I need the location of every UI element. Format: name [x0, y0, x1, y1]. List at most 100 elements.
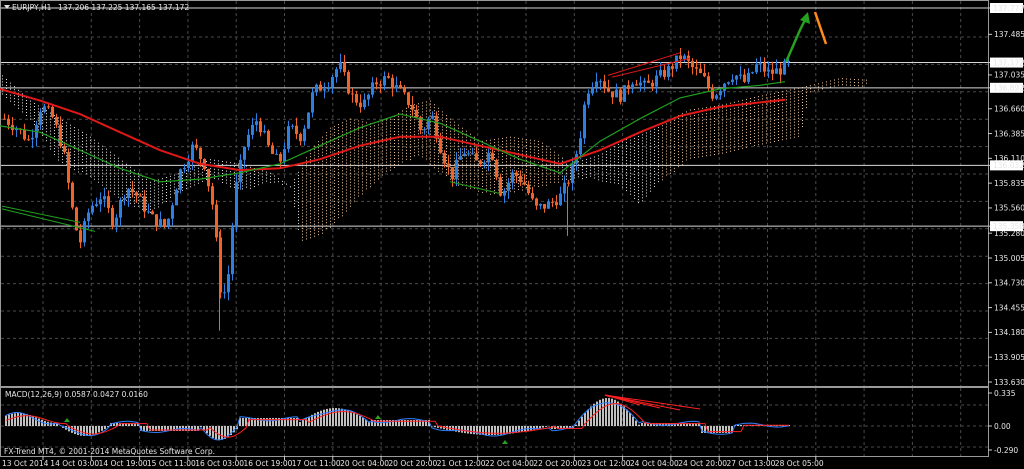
cloud-dot: [466, 181, 467, 183]
cloud-dot: [554, 151, 555, 153]
cloud-dot: [790, 98, 791, 100]
cloud-dot: [626, 172, 627, 174]
cloud-dot: [338, 187, 339, 189]
cloud-dot: [74, 163, 75, 165]
cloud-dot: [714, 106, 715, 107]
cloud-dot: [74, 166, 75, 168]
cloud-dot: [98, 154, 99, 156]
cloud-dot: [2, 78, 3, 80]
cloud-dot: [358, 150, 359, 152]
cloud-dot: [318, 162, 319, 164]
cloud-dot: [662, 137, 663, 139]
cloud-dot: [366, 122, 367, 124]
cloud-dot: [306, 178, 307, 180]
cloud-dot: [710, 124, 711, 126]
cloud-dot: [78, 168, 79, 170]
cloud-dot: [298, 219, 299, 221]
cloud-dot: [478, 154, 479, 156]
macd-panel[interactable]: [0, 387, 989, 457]
cloud-dot: [10, 88, 11, 90]
cloud-dot: [694, 109, 695, 110]
cloud-dot: [698, 123, 699, 125]
price-label-box: [990, 160, 1023, 171]
cloud-dot: [134, 169, 135, 171]
cloud-dot: [318, 210, 319, 212]
cloud-dot: [666, 141, 667, 143]
cloud-dot: [370, 177, 371, 179]
cloud-dot: [690, 157, 691, 159]
cloud-dot: [410, 108, 411, 110]
cloud-dot: [382, 159, 383, 161]
cloud-dot: [106, 166, 107, 168]
cloud-dot: [498, 162, 499, 164]
cloud-dot: [58, 120, 59, 122]
cloud-dot: [350, 199, 351, 201]
cloud-dot: [390, 166, 391, 168]
cloud-dot: [706, 140, 707, 142]
cloud-dot: [674, 152, 675, 154]
cloud-dot: [342, 137, 343, 139]
cloud-dot: [326, 198, 327, 200]
cloud-dot: [766, 106, 767, 108]
cloud-dot: [706, 146, 707, 148]
cloud-dot: [430, 157, 431, 159]
cloud-dot: [434, 116, 435, 118]
cloud-dot: [762, 98, 763, 100]
cloud-dot: [374, 158, 375, 160]
cloud-dot: [374, 134, 375, 136]
cloud-dot: [726, 130, 727, 132]
cloud-dot: [406, 146, 407, 148]
horizontal-price-lines[interactable]: [1, 7, 988, 227]
cloud-dot: [66, 131, 67, 133]
cloud-dot: [410, 138, 411, 140]
cloud-dot: [98, 151, 99, 153]
cloud-dot: [398, 113, 399, 115]
cloud-dot: [542, 172, 543, 174]
cloud-dot: [478, 142, 479, 144]
cloud-dot: [786, 129, 787, 131]
cloud-dot: [394, 155, 395, 156]
cloud-dot: [502, 143, 503, 145]
cloud-dot: [342, 164, 343, 166]
cloud-dot: [122, 163, 123, 165]
cloud-dot: [378, 175, 379, 177]
cloud-dot: [514, 155, 515, 157]
cloud-dot: [506, 146, 507, 148]
time-axis[interactable]: 13 Oct 2014 14 Oct 03:00 14 Oct 19:00 15 Oc…: [2, 456, 824, 468]
cloud-dot: [618, 143, 619, 145]
cloud-dot: [254, 186, 255, 187]
cloud-dot: [350, 181, 351, 183]
cloud-dot: [534, 185, 535, 187]
cloud-dot: [562, 160, 563, 162]
cloud-dot: [782, 124, 783, 126]
cloud-dot: [358, 195, 359, 197]
cloud-dot: [530, 178, 531, 180]
cloud-dot: [586, 170, 587, 172]
cloud-dot: [426, 125, 427, 127]
cloud-dot: [374, 173, 375, 175]
dropdown-triangle-icon[interactable]: [4, 5, 10, 9]
cloud-dot: [518, 143, 519, 145]
cloud-dot: [590, 172, 591, 174]
cloud-dot: [794, 97, 795, 99]
cloud-dot: [698, 117, 699, 119]
cloud-dot: [510, 172, 511, 174]
cloud-dot: [422, 126, 423, 128]
cloud-dot: [722, 110, 723, 112]
cloud-dot: [530, 163, 531, 165]
cloud-dot: [310, 183, 311, 185]
cloud-dot: [142, 202, 143, 204]
cloud-dot: [390, 124, 391, 126]
cloud-dot: [350, 118, 351, 120]
cloud-dot: [442, 171, 443, 173]
cloud-dot: [154, 183, 155, 185]
cloud-dot: [326, 186, 327, 188]
cloud-dot: [534, 170, 535, 172]
cloud-dot: [518, 179, 519, 181]
cloud-dot: [694, 115, 695, 116]
cloud-dot: [434, 128, 435, 130]
cloud-dot: [670, 148, 671, 150]
cloud-dot: [30, 100, 31, 102]
cloud-dot: [682, 131, 683, 133]
